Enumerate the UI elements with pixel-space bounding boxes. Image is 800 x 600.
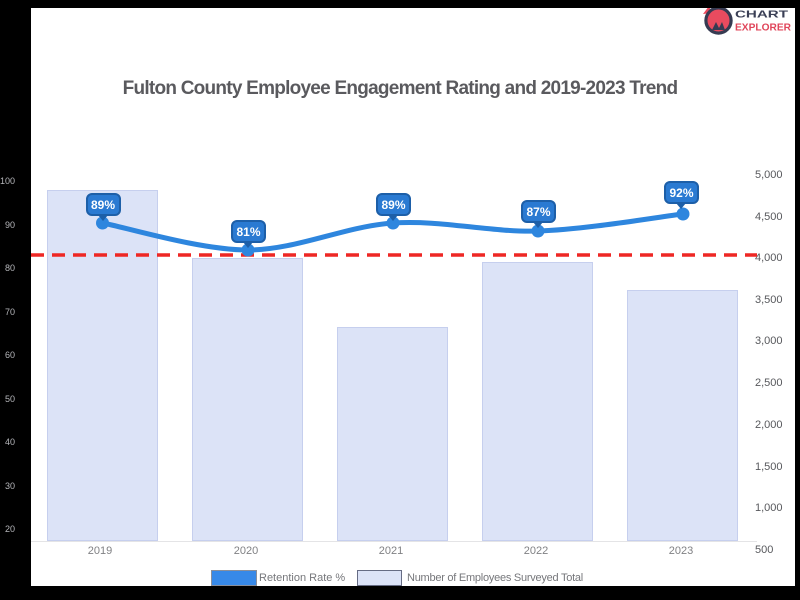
svg-text:EXPLORER: EXPLORER: [735, 23, 792, 34]
svg-text:CHART: CHART: [735, 10, 788, 21]
